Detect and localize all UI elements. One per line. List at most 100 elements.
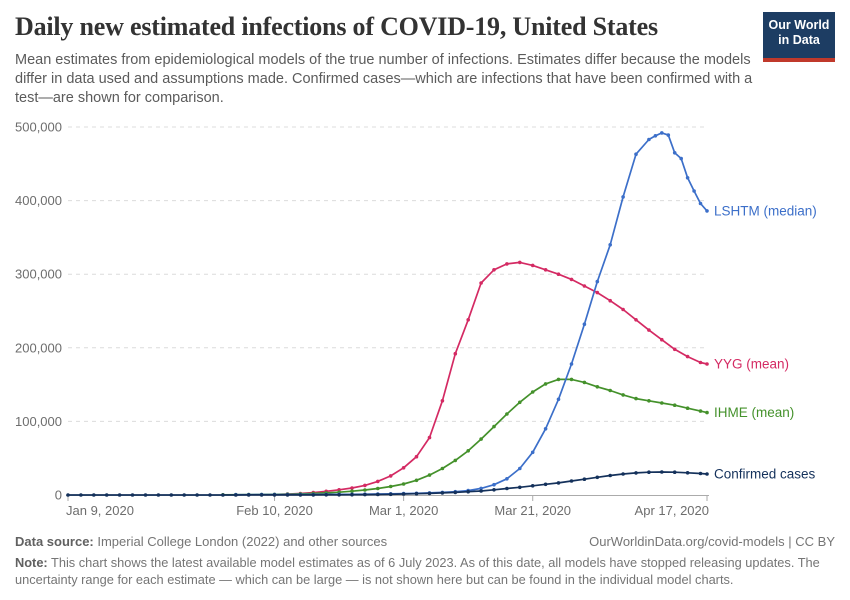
data-point-marker — [634, 152, 638, 156]
data-point-marker — [672, 151, 677, 155]
data-point-marker — [530, 390, 535, 394]
data-point-marker — [414, 454, 419, 459]
data-point-marker — [466, 318, 471, 322]
data-point-marker — [195, 493, 199, 497]
data-point-marker — [647, 328, 651, 332]
data-point-marker — [104, 493, 109, 497]
data-point-marker — [543, 427, 548, 431]
attribution-link[interactable]: OurWorldinData.org/covid-models | CC BY — [589, 534, 835, 549]
series-label[interactable]: Confirmed cases — [714, 466, 816, 481]
data-point-marker — [660, 131, 664, 135]
data-point-marker — [582, 477, 587, 482]
data-point-marker — [66, 493, 70, 497]
data-point-marker — [505, 412, 509, 416]
data-point-marker — [272, 493, 277, 497]
data-point-marker — [647, 470, 651, 475]
data-point-marker — [705, 362, 709, 366]
data-point-marker — [388, 492, 393, 497]
data-point-marker — [324, 493, 329, 497]
datasource-line: Data source: Imperial College London (20… — [15, 534, 387, 549]
data-point-marker — [556, 377, 561, 382]
data-point-marker — [672, 470, 677, 475]
data-point-marker — [92, 493, 96, 497]
data-point-marker — [543, 482, 548, 487]
data-point-marker — [698, 201, 703, 206]
data-point-marker — [647, 399, 651, 403]
data-point-marker — [169, 493, 174, 497]
y-axis-tick-label: 300,000 — [15, 267, 62, 282]
series-label[interactable]: IHME (mean) — [714, 405, 794, 420]
data-point-marker — [685, 354, 690, 359]
data-point-marker — [595, 385, 600, 389]
y-axis-tick-label: 200,000 — [15, 340, 62, 355]
data-point-marker — [401, 466, 406, 470]
data-point-marker — [492, 268, 496, 272]
data-point-marker — [634, 471, 638, 475]
data-point-marker — [298, 493, 303, 497]
data-point-marker — [698, 409, 703, 413]
data-point-marker — [440, 466, 445, 471]
series-label[interactable]: LSHTM (median) — [714, 203, 817, 218]
data-point-marker — [634, 318, 638, 322]
series-line[interactable] — [222, 378, 708, 496]
data-point-marker — [692, 189, 696, 193]
data-point-marker — [414, 478, 419, 483]
data-point-marker — [621, 472, 625, 476]
chart-note: Note: This chart shows the latest availa… — [15, 555, 835, 588]
data-point-marker — [621, 393, 625, 397]
data-point-marker — [466, 449, 471, 453]
series-label[interactable]: YYG (mean) — [714, 356, 789, 371]
y-axis-tick-label: 100,000 — [15, 414, 62, 429]
data-point-marker — [608, 243, 612, 247]
owid-logo-line2: in Data — [778, 33, 820, 47]
data-point-marker — [427, 491, 432, 496]
x-axis-tick-label: Feb 10, 2020 — [236, 503, 313, 518]
data-point-marker — [705, 410, 709, 415]
data-point-marker — [685, 471, 690, 475]
y-axis-tick-label: 500,000 — [15, 120, 62, 135]
data-point-marker — [363, 488, 367, 492]
data-point-marker — [350, 486, 354, 490]
data-point-marker — [505, 262, 509, 266]
data-point-marker — [679, 156, 683, 161]
data-point-marker — [685, 176, 690, 180]
data-point-marker — [666, 133, 671, 137]
owid-logo[interactable]: Our World in Data — [763, 12, 835, 62]
series-line[interactable] — [234, 132, 708, 496]
data-point-marker — [608, 473, 612, 478]
x-axis-tick-label: Jan 9, 2020 — [66, 503, 134, 518]
owid-logo-line1: Our World — [768, 18, 830, 32]
data-point-marker — [647, 137, 651, 142]
data-point-marker — [182, 493, 186, 497]
data-point-marker — [595, 279, 600, 284]
data-point-marker — [388, 484, 393, 489]
data-point-marker — [414, 491, 419, 496]
data-point-marker — [582, 322, 587, 326]
data-point-marker — [156, 493, 161, 497]
data-point-marker — [143, 493, 148, 497]
data-point-marker — [556, 481, 561, 485]
data-point-marker — [595, 290, 600, 295]
data-point-marker — [685, 406, 690, 411]
data-point-marker — [363, 492, 367, 497]
note-label: Note: — [15, 555, 48, 570]
data-point-marker — [363, 483, 367, 488]
data-point-marker — [660, 470, 664, 474]
data-point-marker — [530, 263, 535, 268]
data-point-marker — [569, 479, 574, 483]
data-point-marker — [518, 400, 522, 405]
data-point-marker — [492, 482, 496, 487]
y-axis-tick-label: 0 — [55, 488, 62, 503]
datasource-text: Imperial College London (2022) and other… — [93, 534, 388, 549]
data-point-marker — [672, 347, 677, 352]
data-point-marker — [569, 362, 574, 366]
data-point-marker — [660, 337, 664, 342]
chart-title: Daily new estimated infections of COVID-… — [15, 12, 658, 41]
series-line[interactable] — [273, 261, 708, 496]
data-point-marker — [221, 493, 225, 497]
x-axis-tick-label: Mar 1, 2020 — [369, 503, 438, 518]
data-point-marker — [440, 399, 445, 403]
x-axis-tick-label: Apr 17, 2020 — [635, 503, 709, 518]
data-point-marker — [311, 493, 316, 497]
data-point-marker — [350, 489, 354, 494]
